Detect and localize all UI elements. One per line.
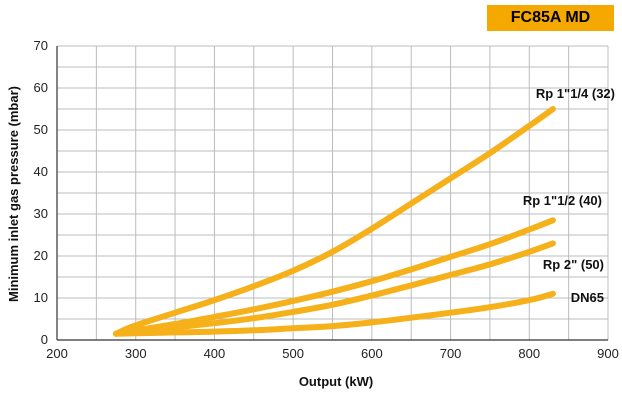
y-tick-label: 0: [41, 332, 48, 347]
x-tick-label: 500: [282, 346, 304, 361]
series-line: [113, 106, 556, 337]
y-tick-label: 20: [34, 248, 48, 263]
series-label: DN65: [571, 290, 604, 305]
series-label: Rp 2" (50): [543, 257, 604, 272]
x-tick-label: 800: [518, 346, 540, 361]
series-line: [113, 240, 556, 337]
y-tick-label: 30: [34, 206, 48, 221]
y-tick-label: 50: [34, 122, 48, 137]
x-axis-title: Output (kW): [299, 374, 373, 389]
x-tick-label: 400: [204, 346, 226, 361]
series-lines: [113, 106, 556, 337]
series-label: Rp 1"1/4 (32): [536, 86, 615, 101]
y-axis-title: Minimum inlet gas pressure (mbar): [6, 86, 21, 302]
series-labels: Rp 1"1/4 (32) Rp 1"1/2 (40) Rp 2" (50) DN65: [523, 86, 615, 305]
series-line: [113, 290, 556, 337]
y-tick-label: 70: [34, 38, 48, 53]
y-tick-label: 10: [34, 290, 48, 305]
series-line: [113, 217, 556, 337]
x-tick-label: 900: [597, 346, 619, 361]
x-tick-labels: 200 300 400 500 600 700 800 900: [46, 346, 619, 361]
y-tick-labels: 0 10 20 30 40 50 60 70: [34, 38, 48, 347]
axes: [56, 46, 608, 341]
x-tick-label: 200: [46, 346, 68, 361]
model-badge: FC85A MD: [487, 5, 614, 31]
y-tick-label: 60: [34, 80, 48, 95]
y-tick-label: 40: [34, 164, 48, 179]
x-tick-label: 600: [361, 346, 383, 361]
x-tick-label: 300: [125, 346, 147, 361]
series-label: Rp 1"1/2 (40): [523, 193, 602, 208]
x-tick-label: 700: [440, 346, 462, 361]
